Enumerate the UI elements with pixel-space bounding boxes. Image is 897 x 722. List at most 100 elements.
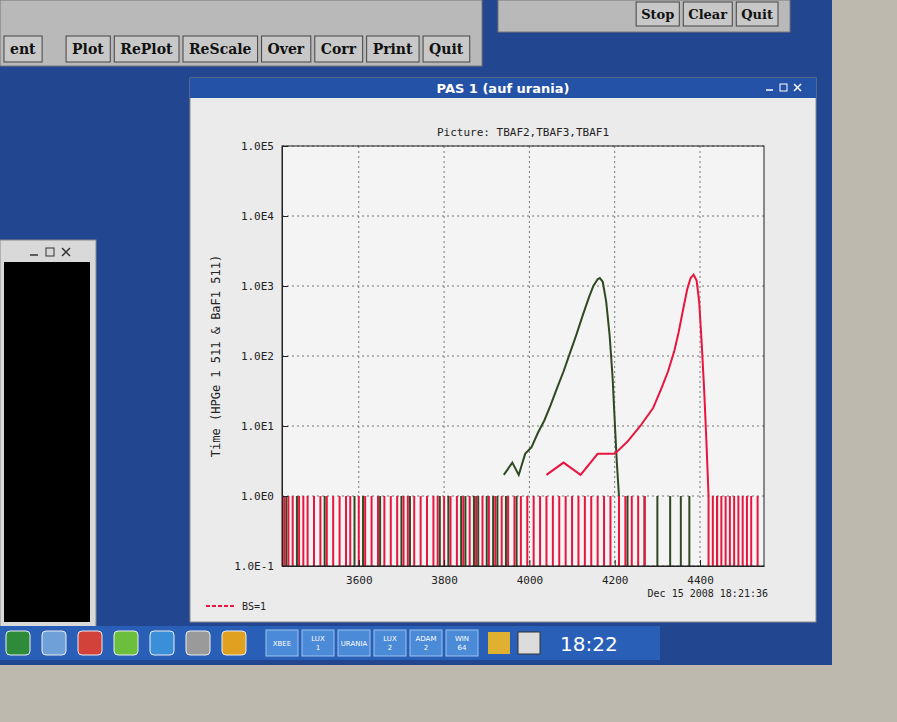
taskbar-button-face[interactable] xyxy=(374,630,406,656)
button-label[interactable]: Corr xyxy=(321,41,357,57)
y-tick-label: 1.0E-1 xyxy=(234,560,274,573)
minimize-icon xyxy=(766,89,773,91)
taskbar-label[interactable]: URANIA xyxy=(341,640,368,648)
button-face[interactable] xyxy=(114,36,179,62)
button-face[interactable] xyxy=(4,36,42,62)
spike xyxy=(539,496,541,566)
taskbar-button[interactable]: URANIA xyxy=(338,630,370,656)
spike xyxy=(708,496,710,566)
spike xyxy=(526,496,528,566)
taskbar-icon[interactable] xyxy=(42,631,66,655)
y-tick: 1.0E2 xyxy=(241,350,288,363)
toolbar-button[interactable]: ReScale xyxy=(183,36,258,62)
taskbar-icon[interactable] xyxy=(114,631,138,655)
button-face[interactable] xyxy=(367,36,419,62)
toolbar-button[interactable]: Quit xyxy=(423,36,470,62)
button-label[interactable]: Over xyxy=(268,41,305,57)
toolbar-button[interactable]: Corr xyxy=(315,36,363,62)
spike xyxy=(283,496,285,566)
taskbar-button-face[interactable] xyxy=(266,630,298,656)
taskbar-icon[interactable] xyxy=(186,631,210,655)
taskbar-button-face[interactable] xyxy=(446,630,478,656)
y-axis-title: Time (HPGe 1 511 & BaF1 511) xyxy=(209,255,223,457)
spike xyxy=(486,496,488,566)
y-tick-mark xyxy=(282,566,288,567)
taskbar-label[interactable]: WIN64 xyxy=(455,635,469,652)
taskbar-button[interactable]: LUX1 xyxy=(302,630,334,656)
button-face[interactable] xyxy=(423,36,470,62)
taskbar-button-face[interactable] xyxy=(302,630,334,656)
timestamp: Dec 15 2008 18:21:36 xyxy=(648,588,768,599)
spike xyxy=(737,496,739,566)
taskbar-icon[interactable] xyxy=(150,631,174,655)
spike xyxy=(447,496,449,566)
spike xyxy=(505,496,507,566)
window-title: PAS 1 (auf urania) xyxy=(437,81,570,96)
taskbar-label[interactable]: ADAM2 xyxy=(416,635,437,652)
button-label[interactable]: ReScale xyxy=(189,41,252,57)
taskbar-icon[interactable] xyxy=(78,631,102,655)
title-bar xyxy=(190,78,816,98)
toolbar-button[interactable]: RePlot xyxy=(114,36,179,62)
plot-frame xyxy=(282,146,764,566)
taskbar-button-face[interactable] xyxy=(338,630,370,656)
taskbar-icon[interactable] xyxy=(488,632,510,654)
taskbar-icon[interactable] xyxy=(6,631,30,655)
button-face[interactable] xyxy=(66,36,110,62)
spike xyxy=(750,496,752,566)
button-face[interactable] xyxy=(183,36,258,62)
spike xyxy=(396,496,398,566)
maximize-icon xyxy=(46,248,54,256)
x-tick-mark xyxy=(615,560,616,566)
button-label[interactable]: Quit xyxy=(429,41,464,57)
plot-area xyxy=(282,146,764,566)
button-label[interactable]: RePlot xyxy=(120,41,173,57)
y-tick: 1.0E-1 xyxy=(234,560,288,573)
minimize-icon xyxy=(30,254,38,256)
button-face[interactable] xyxy=(636,2,679,26)
spike xyxy=(644,496,646,566)
button-face[interactable] xyxy=(262,36,311,62)
spike xyxy=(426,496,428,566)
taskbar-button-face[interactable] xyxy=(410,630,442,656)
taskbar-button[interactable]: LUX2 xyxy=(374,630,406,656)
taskbar-icon[interactable] xyxy=(222,631,246,655)
taskbar-icon[interactable] xyxy=(518,632,540,654)
button-label[interactable]: Print xyxy=(373,41,413,57)
spike xyxy=(520,496,522,566)
spike xyxy=(729,496,731,566)
grid-line-x xyxy=(444,146,445,566)
button-label[interactable]: ent xyxy=(10,41,36,57)
taskbar-label[interactable]: LUX2 xyxy=(383,635,397,652)
taskbar-button[interactable]: WIN64 xyxy=(446,630,478,656)
spike xyxy=(456,496,458,566)
spike xyxy=(432,496,434,566)
toolbar-button[interactable]: Over xyxy=(262,36,311,62)
toolbar-button[interactable]: ent xyxy=(4,36,42,62)
button-face[interactable] xyxy=(315,36,363,62)
spike xyxy=(558,496,560,566)
taskbar-label[interactable]: LUX1 xyxy=(311,635,325,652)
button-label[interactable]: Clear xyxy=(688,7,727,22)
spike xyxy=(597,496,599,566)
toolbar2-button[interactable]: Clear xyxy=(683,2,732,26)
y-tick-label: 1.0E3 xyxy=(241,280,274,293)
taskbar-label[interactable]: XBEE xyxy=(273,640,291,648)
toolbar-button[interactable]: Plot xyxy=(66,36,110,62)
y-tick-mark xyxy=(282,216,288,217)
grid-line-y xyxy=(282,216,764,217)
button-label[interactable]: Plot xyxy=(72,41,104,57)
x-tick-label: 3800 xyxy=(431,574,458,587)
button-label[interactable]: Quit xyxy=(741,7,773,22)
button-face[interactable] xyxy=(683,2,732,26)
spike xyxy=(516,496,518,566)
taskbar-button[interactable]: ADAM2 xyxy=(410,630,442,656)
button-label[interactable]: Stop xyxy=(641,7,674,22)
toolbar2-button[interactable]: Quit xyxy=(736,2,778,26)
toolbar-button[interactable]: Print xyxy=(367,36,419,62)
monitor-bezel xyxy=(0,0,897,722)
toolbar2-button[interactable]: Stop xyxy=(636,2,679,26)
button-face[interactable] xyxy=(736,2,778,26)
grid-line-y xyxy=(282,286,764,287)
taskbar-button[interactable]: XBEE xyxy=(266,630,298,656)
